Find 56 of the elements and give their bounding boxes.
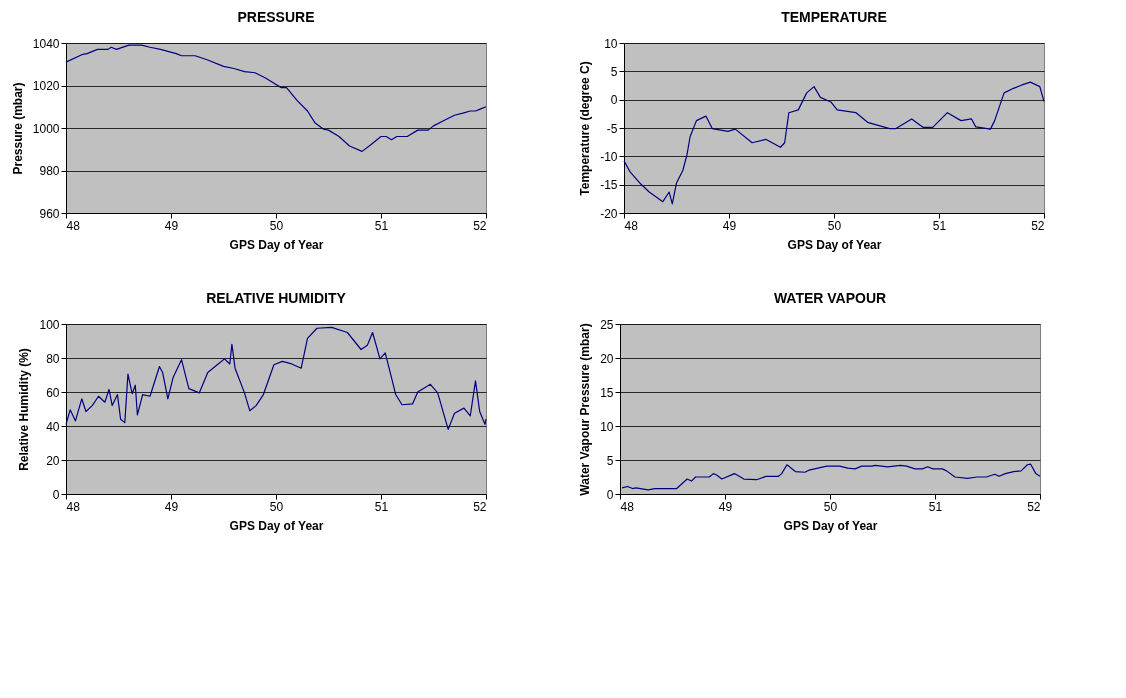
y-tick-label: 1040	[32, 36, 60, 51]
x-tick-label: 52	[1031, 218, 1045, 233]
x-tick-label: 48	[624, 218, 639, 233]
x-axis-title: GPS Day of Year	[787, 237, 882, 252]
y-tick-label: 0	[52, 487, 60, 502]
x-axis-title: GPS Day of Year	[783, 518, 878, 533]
y-tick-label: 0	[606, 487, 614, 502]
x-axis-title: GPS Day of Year	[229, 518, 324, 533]
x-tick-label: 49	[164, 499, 179, 514]
y-tick-label: 0	[610, 93, 618, 108]
x-tick-label: 52	[473, 218, 487, 233]
y-tick-label: 5	[610, 64, 618, 79]
y-tick-label: 60	[46, 385, 60, 400]
y-tick-label: 25	[600, 317, 614, 332]
y-axis-title: Temperature (degree C)	[578, 61, 593, 196]
y-tick-label: 40	[46, 419, 60, 434]
x-axis-title: GPS Day of Year	[229, 237, 324, 252]
chart-title: PRESSURE	[237, 9, 315, 25]
y-axis-title: Water Vapour Pressure (mbar)	[578, 323, 593, 496]
y-tick-label: -15	[600, 178, 618, 193]
y-tick-label: -10	[600, 149, 618, 164]
y-axis-title: Relative Humidity (%)	[17, 348, 32, 471]
x-tick-label: 50	[269, 499, 284, 514]
x-tick-label: 48	[66, 499, 81, 514]
x-tick-label: 48	[620, 499, 635, 514]
y-tick-label: 5	[606, 453, 614, 468]
y-tick-label: 10	[604, 36, 618, 51]
y-tick-label: 20	[46, 453, 60, 468]
x-tick-label: 51	[374, 499, 389, 514]
y-tick-label: 20	[600, 351, 614, 366]
x-tick-label: 50	[823, 499, 838, 514]
chart-title: TEMPERATURE	[781, 9, 887, 25]
y-tick-label: 100	[39, 317, 60, 332]
chart-title: WATER VAPOUR	[773, 290, 887, 306]
y-tick-label: 10	[600, 419, 614, 434]
y-tick-label: -20	[600, 206, 618, 221]
y-tick-label: 1020	[32, 79, 60, 93]
y-tick-label: 960	[39, 206, 60, 221]
x-tick-label: 52	[1027, 499, 1041, 514]
x-tick-label: 51	[932, 218, 947, 233]
y-tick-label: 980	[39, 164, 60, 178]
x-tick-label: 49	[718, 499, 733, 514]
y-tick-label: 15	[600, 385, 614, 400]
y-tick-label: -5	[606, 121, 618, 136]
x-tick-label: 49	[722, 218, 737, 233]
chart-title: RELATIVE HUMIDITY	[206, 290, 347, 306]
y-tick-label: 80	[46, 351, 60, 366]
x-tick-label: 49	[164, 218, 179, 233]
x-tick-label: 50	[827, 218, 842, 233]
x-tick-label: 51	[928, 499, 943, 514]
x-tick-label: 52	[473, 499, 487, 514]
y-tick-label: 1000	[32, 121, 60, 136]
x-tick-label: 51	[374, 218, 389, 233]
y-axis-title: Pressure (mbar)	[10, 82, 25, 175]
x-tick-label: 48	[66, 218, 81, 233]
x-tick-label: 50	[269, 218, 284, 233]
